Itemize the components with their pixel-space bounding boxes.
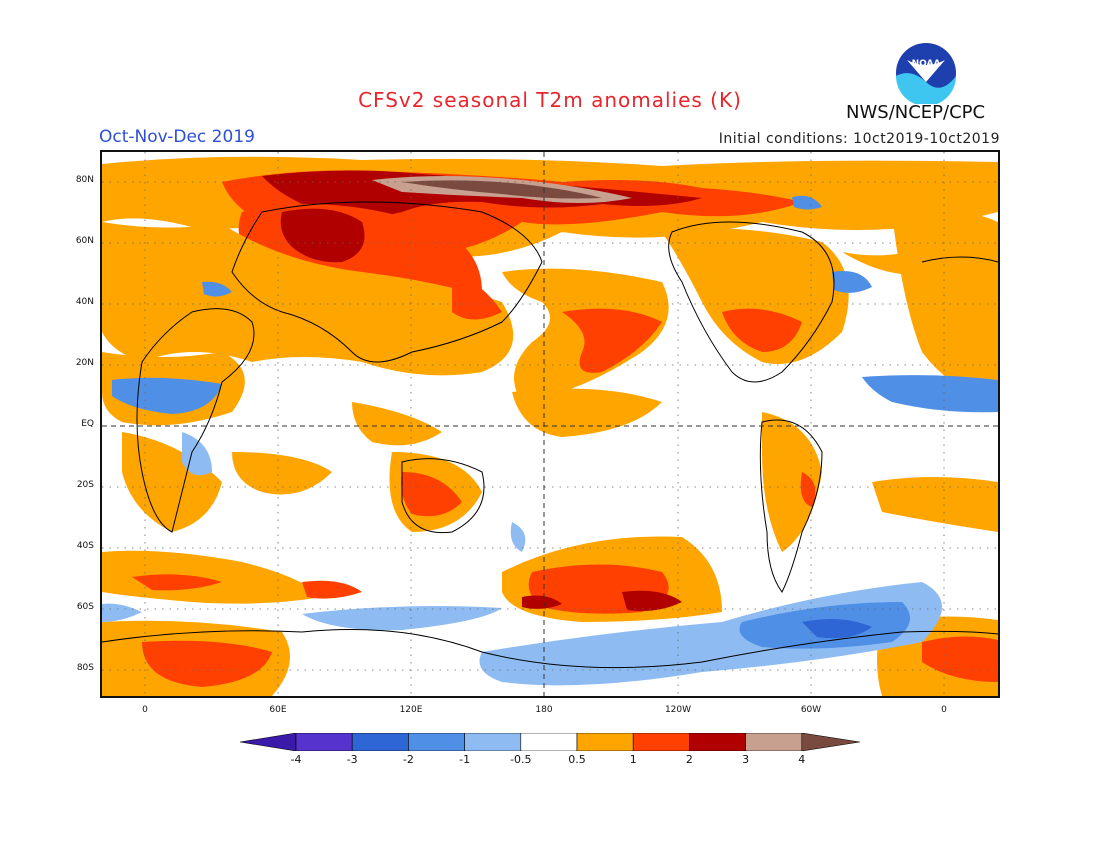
colorbar-label: 0.5 — [568, 753, 586, 766]
colorbar-label: -0.5 — [510, 753, 532, 766]
colorbar — [239, 732, 861, 752]
colorbar-segment — [351, 732, 409, 752]
colorbar-segment — [520, 732, 578, 752]
lat-label-eq: EQ — [81, 419, 94, 429]
colorbar-arrow-high — [801, 732, 861, 752]
colorbar-label: 2 — [685, 753, 693, 766]
colorbar-segment — [632, 732, 690, 752]
graticule — [102, 152, 998, 696]
lat-label-40n: 40N — [75, 297, 94, 307]
lon-label-0-east: 0 — [941, 705, 947, 715]
noaa-logo: NOAA — [895, 42, 957, 106]
colorbar-label: 4 — [798, 753, 806, 766]
colorbar-label: -2 — [402, 753, 414, 766]
colorbar-segment — [689, 732, 746, 752]
initial-conditions-label: Initial conditions: 10ct2019-10ct2019 — [718, 131, 1000, 147]
lon-label-60w: 60W — [800, 705, 822, 715]
colorbar-label: -1 — [459, 753, 471, 766]
anomaly-map — [100, 150, 1000, 698]
lat-label-60n: 60N — [75, 236, 94, 246]
colorbar-label: -4 — [290, 753, 302, 766]
lon-label-180: 180 — [535, 705, 553, 715]
colorbar-segment — [295, 732, 353, 752]
lat-label-80s: 80S — [76, 663, 94, 673]
agency-label: NWS/NCEP/CPC — [846, 102, 986, 123]
lon-label-60e: 60E — [269, 705, 287, 715]
colorbar-segment — [408, 732, 465, 752]
season-label: Oct-Nov-Dec 2019 — [99, 127, 255, 147]
colorbar-label: -3 — [346, 753, 358, 766]
lon-label-120e: 120E — [399, 705, 423, 715]
lat-label-40s: 40S — [76, 541, 94, 551]
anomaly-fields — [102, 156, 998, 696]
colorbar-label: 1 — [629, 753, 637, 766]
chart-title: CFSv2 seasonal T2m anomalies (K) — [358, 88, 742, 112]
colorbar-arrow-low — [239, 732, 297, 752]
lat-label-20s: 20S — [76, 480, 94, 490]
colorbar-segment — [745, 732, 803, 752]
logo-text: NOAA — [912, 59, 941, 69]
colorbar-segment — [464, 732, 522, 752]
lon-label-0: 0 — [142, 705, 148, 715]
colorbar-segment — [576, 732, 634, 752]
equator-dateline — [102, 152, 998, 696]
lat-label-60s: 60S — [76, 602, 94, 612]
colorbar-label: 3 — [742, 753, 750, 766]
lat-label-20n: 20N — [75, 358, 94, 368]
lat-label-80n: 80N — [75, 175, 94, 185]
lon-label-120w: 120W — [664, 705, 692, 715]
coastlines — [102, 201, 998, 669]
